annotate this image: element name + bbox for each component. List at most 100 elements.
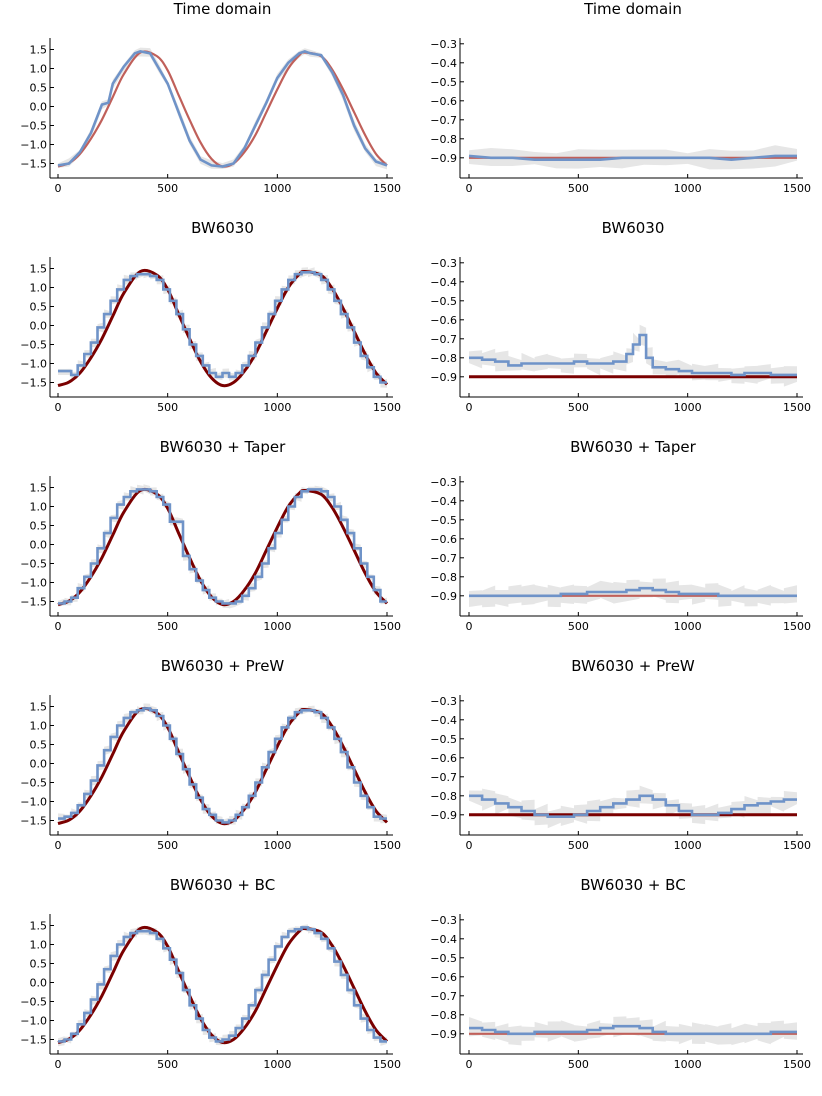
estimate-curve bbox=[58, 488, 387, 605]
y-tick-label: −0.4 bbox=[430, 495, 457, 508]
true-curve bbox=[57, 268, 389, 388]
estimate-curve bbox=[469, 586, 797, 598]
y-tick-label: −1.0 bbox=[20, 1015, 47, 1028]
y-tick-label: −0.7 bbox=[430, 990, 457, 1003]
x-tick-label: 1500 bbox=[783, 620, 811, 633]
x-tick-label: 0 bbox=[55, 620, 62, 633]
x-tick-label: 1500 bbox=[373, 839, 401, 852]
subplot-1-right: Time domain −0.3 −0.4 −0.5 −0.6 −0.7 −0.8 −0.9 0… bbox=[430, 0, 811, 195]
x-tick-label: 0 bbox=[55, 1058, 62, 1071]
y-tick-label: 1.5 bbox=[30, 701, 48, 714]
x-tick-label: 0 bbox=[466, 1058, 473, 1071]
x-tick-label: 0 bbox=[466, 401, 473, 414]
subplot-3-left: BW6030 + Taper 1.5 1.0 0.5 0.0 −0.5 −1.0 −1.5 0 5… bbox=[20, 438, 401, 633]
x-tick-label: 500 bbox=[568, 839, 589, 852]
estimate-curve bbox=[57, 50, 388, 168]
x-tick-label: 500 bbox=[568, 182, 589, 195]
x-tick-label: 1000 bbox=[263, 401, 291, 414]
x-tick-label: 500 bbox=[568, 401, 589, 414]
y-tick-label: 0.5 bbox=[30, 958, 48, 971]
y-tick-label: −0.4 bbox=[430, 933, 457, 946]
x-tick-label: 1000 bbox=[263, 839, 291, 852]
subplot-title: BW6030 bbox=[602, 219, 665, 237]
y-tick-label: −0.8 bbox=[430, 1009, 457, 1022]
y-tick-label: −0.3 bbox=[430, 695, 457, 708]
y-tick-label: −0.3 bbox=[430, 38, 457, 51]
x-tick-label: 1000 bbox=[674, 1058, 702, 1071]
subplot-3-right: BW6030 + Taper −0.3 −0.4 −0.5 −0.6 −0.7 −0.8 −0… bbox=[430, 438, 811, 633]
y-tick-label: −0.9 bbox=[430, 1028, 457, 1041]
y-tick-label: 0.0 bbox=[30, 977, 48, 990]
y-tick-label: 1.5 bbox=[30, 920, 48, 933]
x-tick-label: 0 bbox=[55, 401, 62, 414]
estimate-curve bbox=[469, 1024, 797, 1036]
y-tick-label: −1.5 bbox=[20, 815, 47, 828]
y-tick-label: −0.7 bbox=[430, 771, 457, 784]
y-tick-label: −0.5 bbox=[430, 295, 457, 308]
y-tick-label: −0.5 bbox=[20, 996, 47, 1009]
y-tick-label: −0.6 bbox=[430, 314, 457, 327]
confidence-band bbox=[469, 1016, 797, 1046]
y-tick-label: −0.7 bbox=[430, 114, 457, 127]
y-tick-label: −0.3 bbox=[430, 914, 457, 927]
x-tick-label: 0 bbox=[55, 839, 62, 852]
subplot-title: BW6030 + BC bbox=[580, 876, 685, 894]
y-tick-label: −0.4 bbox=[430, 57, 457, 70]
y-tick-label: −0.5 bbox=[20, 120, 47, 133]
y-tick-label: −1.5 bbox=[20, 1034, 47, 1047]
y-tick-label: −0.4 bbox=[430, 276, 457, 289]
subplot-2-left: BW6030 1.5 1.0 0.5 0.0 −0.5 −1.0 −1.5 0 500 1000 15… bbox=[20, 219, 401, 414]
x-tick-label: 500 bbox=[157, 401, 178, 414]
x-tick-label: 1000 bbox=[263, 182, 291, 195]
x-tick-label: 500 bbox=[157, 620, 178, 633]
y-tick-label: −0.5 bbox=[430, 514, 457, 527]
estimate-curve bbox=[468, 154, 797, 162]
x-tick-label: 500 bbox=[568, 620, 589, 633]
y-tick-label: −0.7 bbox=[430, 552, 457, 565]
y-tick-label: 0.5 bbox=[30, 520, 48, 533]
y-tick-label: 1.0 bbox=[30, 501, 48, 514]
y-tick-label: −0.7 bbox=[430, 333, 457, 346]
y-tick-label: 1.0 bbox=[30, 720, 48, 733]
subplot-title: BW6030 bbox=[191, 219, 254, 237]
subplot-title: BW6030 + PreW bbox=[161, 657, 285, 675]
y-tick-label: −1.5 bbox=[20, 596, 47, 609]
y-tick-label: −0.4 bbox=[430, 714, 457, 727]
y-tick-label: 1.5 bbox=[30, 482, 48, 495]
y-tick-label: −0.5 bbox=[20, 777, 47, 790]
x-tick-label: 1000 bbox=[263, 620, 291, 633]
y-tick-label: 0.5 bbox=[30, 301, 48, 314]
y-tick-label: 1.0 bbox=[30, 282, 48, 295]
x-tick-label: 1000 bbox=[674, 182, 702, 195]
y-tick-label: 0.5 bbox=[30, 739, 48, 752]
y-tick-label: −0.9 bbox=[430, 371, 457, 384]
confidence-band bbox=[469, 324, 797, 387]
y-tick-label: −0.6 bbox=[430, 95, 457, 108]
x-tick-label: 500 bbox=[157, 182, 178, 195]
true-curve bbox=[57, 925, 389, 1045]
estimate-curve bbox=[58, 271, 387, 384]
x-tick-label: 500 bbox=[157, 839, 178, 852]
subplot-5-right: BW6030 + BC −0.3 −0.4 −0.5 −0.6 −0.7 −0.8 −0.9 0… bbox=[430, 876, 811, 1071]
x-tick-label: 1500 bbox=[373, 182, 401, 195]
y-tick-label: −1.0 bbox=[20, 577, 47, 590]
y-tick-label: 0.0 bbox=[30, 320, 48, 333]
y-tick-label: 1.0 bbox=[30, 63, 48, 76]
x-tick-label: 500 bbox=[568, 1058, 589, 1071]
y-tick-label: −0.3 bbox=[430, 257, 457, 270]
y-tick-label: 0.0 bbox=[30, 539, 48, 552]
subplot-4-right: BW6030 + PreW −0.3 −0.4 −0.5 −0.6 −0.7 −0.8 −0.… bbox=[430, 657, 811, 852]
y-tick-label: 1.0 bbox=[30, 939, 48, 952]
subplot-2-right: BW6030 −0.3 −0.4 −0.5 −0.6 −0.7 −0.8 −0.9 0 500 10… bbox=[430, 219, 811, 414]
x-tick-label: 0 bbox=[466, 839, 473, 852]
y-tick-label: −0.6 bbox=[430, 533, 457, 546]
y-tick-label: 0.0 bbox=[30, 758, 48, 771]
subplot-title: BW6030 + Taper bbox=[570, 438, 696, 456]
y-tick-label: −1.0 bbox=[20, 139, 47, 152]
y-tick-label: −0.9 bbox=[430, 809, 457, 822]
x-tick-label: 1000 bbox=[674, 839, 702, 852]
confidence-band bbox=[469, 578, 797, 608]
y-tick-label: −0.6 bbox=[430, 752, 457, 765]
y-tick-label: −0.8 bbox=[430, 133, 457, 146]
